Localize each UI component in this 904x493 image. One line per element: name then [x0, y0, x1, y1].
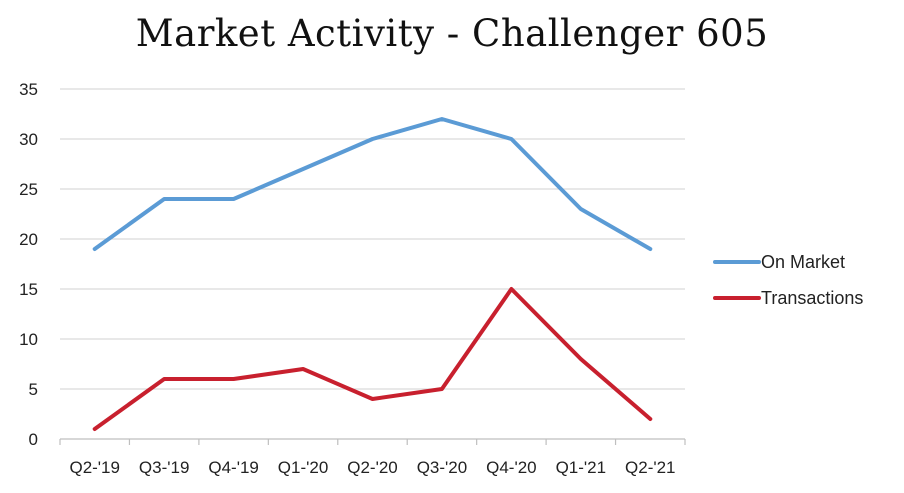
axes — [59, 438, 686, 445]
x-axis-tick-labels: Q2-'19 Q3-'19 Q4-'19 Q1-'20 Q2-'20 Q3-'20 Q4-'… — [69, 458, 675, 477]
y-tick-label: 15 — [19, 280, 38, 299]
series-line-on-market — [92, 117, 653, 251]
x-tick-label: Q2-'20 — [347, 458, 398, 477]
x-tick-label: Q1-'21 — [556, 458, 607, 477]
y-tick-label: 35 — [19, 80, 38, 99]
legend: On Market Transactions — [713, 252, 863, 308]
x-tick-label: Q1-'20 — [278, 458, 329, 477]
y-axis-tick-labels: 0 5 10 15 20 25 30 35 — [19, 80, 38, 449]
x-tick-label: Q2-'19 — [69, 458, 120, 477]
y-tick-label: 30 — [19, 130, 38, 149]
legend-label-transactions: Transactions — [761, 288, 863, 308]
y-tick-label: 20 — [19, 230, 38, 249]
x-tick-label: Q3-'20 — [417, 458, 468, 477]
x-tick-label: Q2-'21 — [625, 458, 676, 477]
y-tick-label: 0 — [29, 430, 38, 449]
series-lines — [92, 117, 653, 431]
series-line-transactions — [92, 287, 653, 431]
x-tick-label: Q4-'20 — [486, 458, 537, 477]
chart-title: Market Activity - Challenger 605 — [135, 12, 769, 55]
x-tick-label: Q3-'19 — [139, 458, 190, 477]
y-tick-label: 10 — [19, 330, 38, 349]
y-tick-label: 5 — [29, 380, 38, 399]
gridlines — [60, 88, 685, 390]
x-tick-label: Q4-'19 — [208, 458, 259, 477]
legend-label-on-market: On Market — [761, 252, 845, 272]
y-tick-label: 25 — [19, 180, 38, 199]
